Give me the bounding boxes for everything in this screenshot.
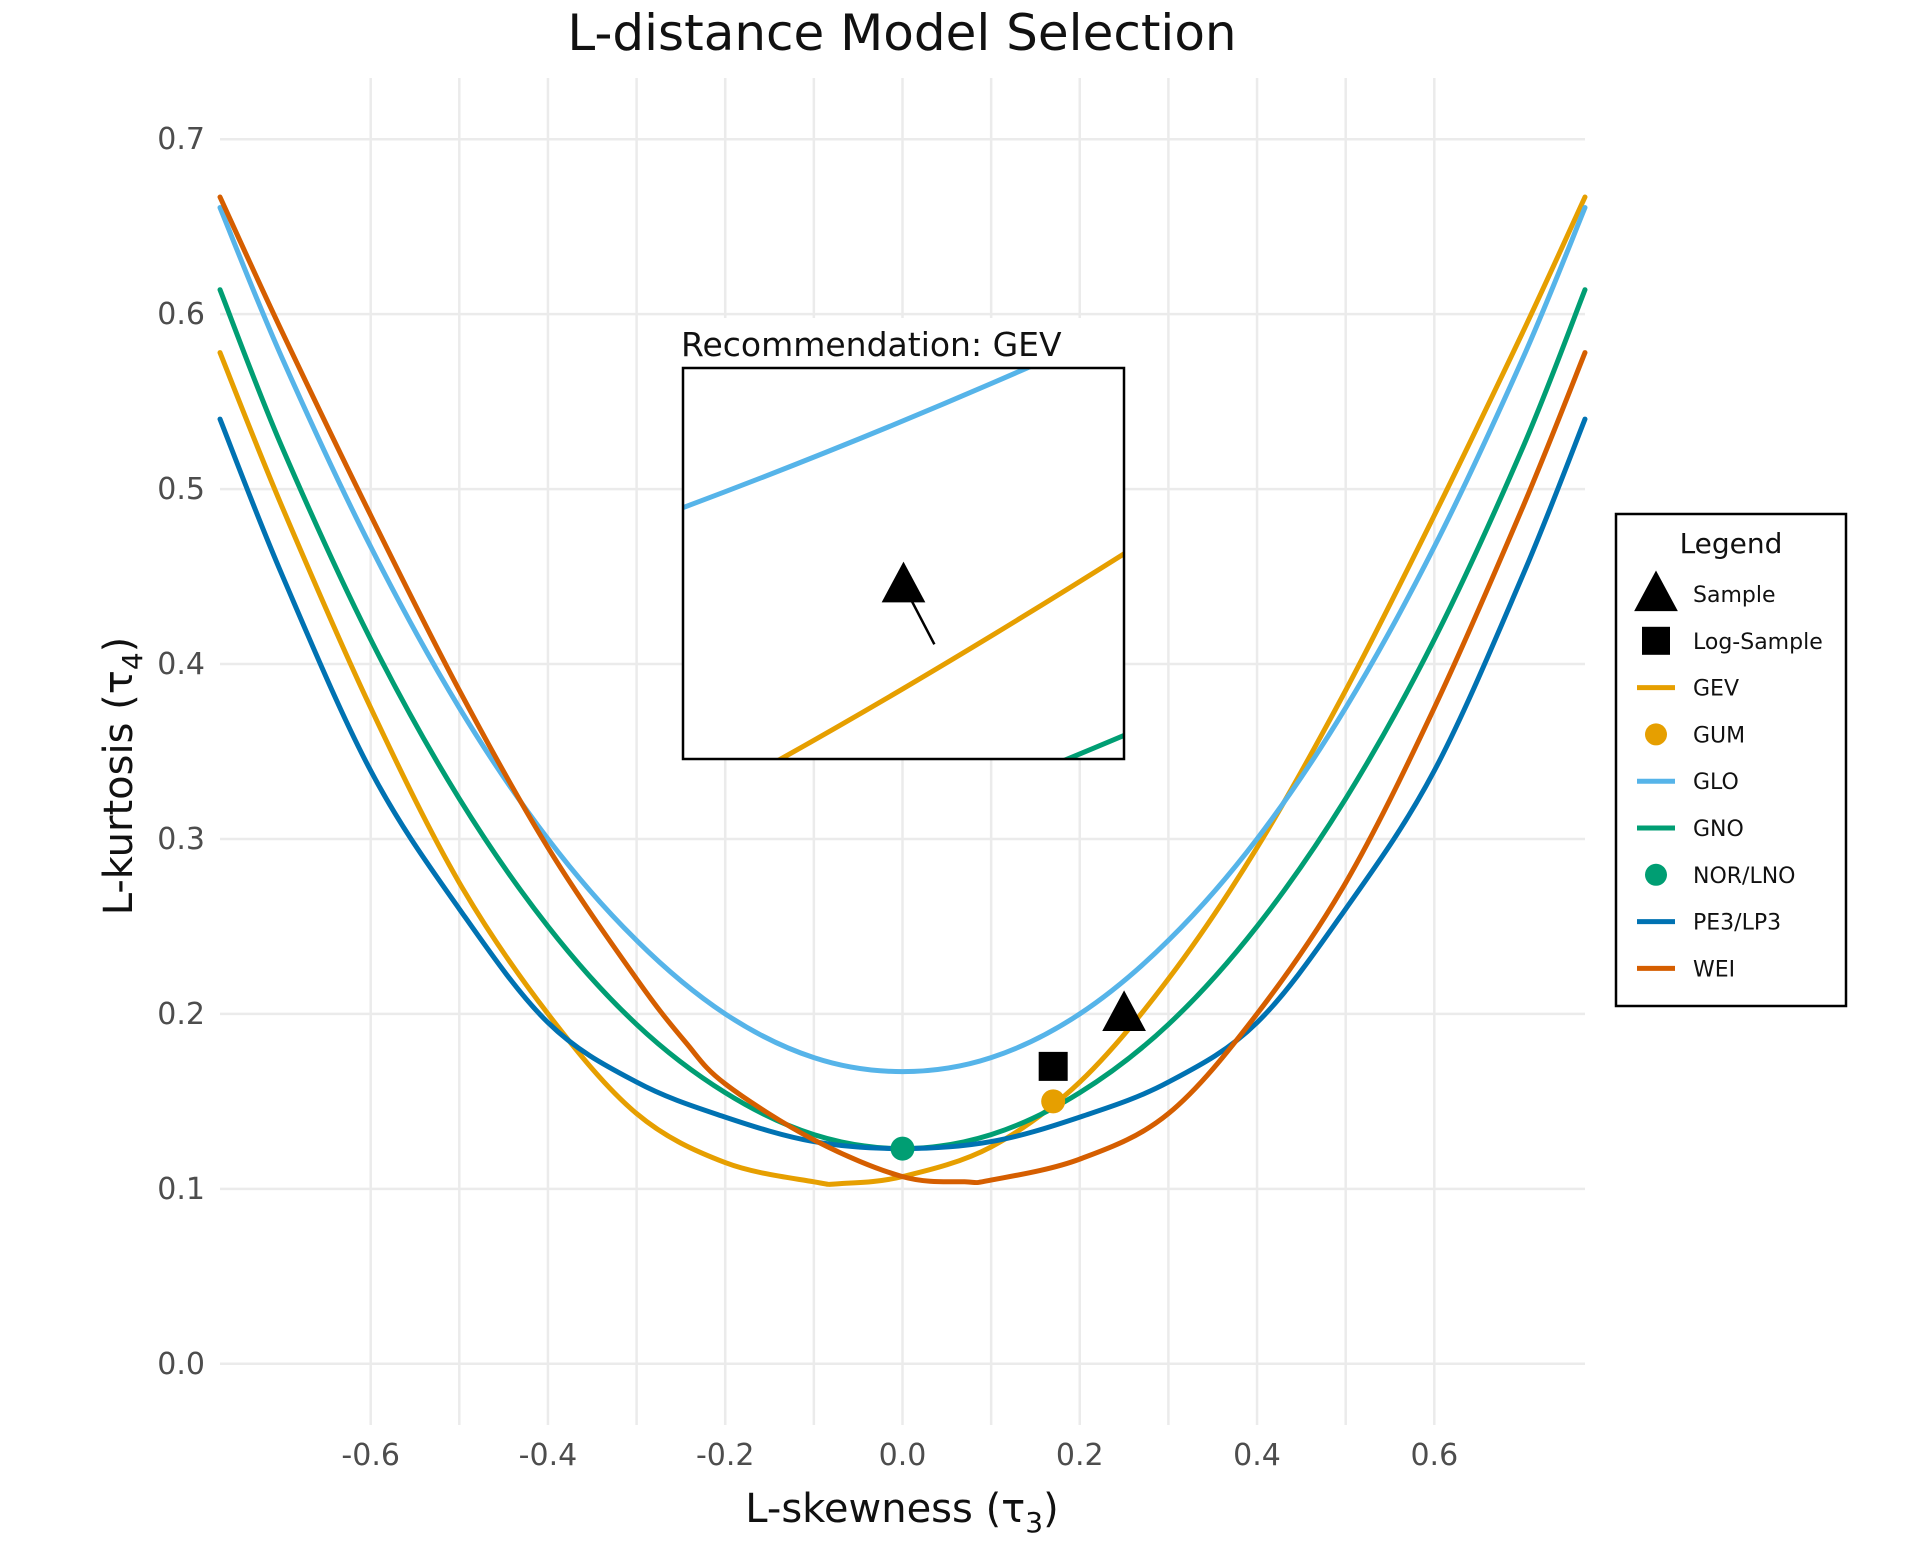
legend-label: WEI xyxy=(1693,957,1735,982)
legend-key-triangle xyxy=(1634,570,1678,612)
x-tick-label: -0.6 xyxy=(341,1438,400,1473)
x-tick-label: 0.2 xyxy=(1056,1438,1104,1473)
inset-sample-point xyxy=(881,561,926,603)
legend-label: NOR/LNO xyxy=(1693,864,1796,889)
legend-label: GEV xyxy=(1693,677,1739,702)
point-nor-lno xyxy=(890,1136,915,1161)
inset-title: Recommendation: GEV xyxy=(681,325,1062,364)
legend-label: Sample xyxy=(1693,583,1776,608)
x-tick-label: 0.6 xyxy=(1410,1438,1458,1473)
legend-key-circle xyxy=(1645,863,1667,886)
y-tick-label: 0.1 xyxy=(157,1172,205,1207)
tick-labels: -0.6 -0.4 -0.2 0.0 0.2 0.4 0.6 0.0 0.1 0.2 0.3 0.4 0… xyxy=(157,122,1458,1473)
legend: Legend Sample Log-Sample GEV GUM GLO GNO NOR/L… xyxy=(1614,512,1848,1008)
x-axis-title: L-skewness (τ3) xyxy=(745,1486,1058,1536)
legend-entry-pe3-lp3: PE3/LP3 xyxy=(1637,911,1781,936)
x-axis-title-subscript: 3 xyxy=(1025,1506,1043,1536)
y-tick-label: 0.7 xyxy=(157,122,205,157)
legend-label: GNO xyxy=(1693,817,1744,842)
legend-entry-gev: GEV xyxy=(1637,677,1739,702)
legend-entry-log-sample: Log-Sample xyxy=(1642,626,1823,655)
y-tick-label: 0.6 xyxy=(157,297,205,332)
legend-label: PE3/LP3 xyxy=(1693,911,1781,936)
legend-key-circle xyxy=(1645,723,1667,746)
legend-label: GUM xyxy=(1693,723,1745,748)
y-axis-title: L-kurtosis (τ4) xyxy=(96,637,149,916)
legend-entry-gum: GUM xyxy=(1645,723,1745,748)
curve-wei xyxy=(217,194,1588,1186)
curve-glo xyxy=(217,205,1588,1075)
legend-entry-glo: GLO xyxy=(1637,770,1739,795)
y-tick-label: 0.5 xyxy=(157,472,205,507)
x-tick-label: -0.2 xyxy=(696,1438,755,1473)
legend-entries: Sample Log-Sample GEV GUM GLO GNO NOR/LNO PE3/L… xyxy=(1634,570,1823,982)
inset-border xyxy=(681,366,1126,761)
x-tick-label: 0.4 xyxy=(1233,1438,1281,1473)
marker-points xyxy=(890,990,1146,1161)
y-axis-title-subscript: 4 xyxy=(116,652,149,670)
x-axis-title-close: ) xyxy=(1043,1486,1059,1532)
point-log-sample xyxy=(1038,1051,1068,1081)
legend-entry-sample: Sample xyxy=(1634,570,1776,612)
point-gum xyxy=(1041,1089,1066,1114)
inset-title-background xyxy=(676,318,1126,373)
y-axis-title-main: L-kurtosis (τ xyxy=(96,670,142,915)
y-tick-label: 0.0 xyxy=(157,1347,205,1382)
recommendation-inset: Recommendation: GEV xyxy=(676,318,1126,761)
y-tick-label: 0.2 xyxy=(157,997,205,1032)
inset-marks xyxy=(881,561,936,645)
legend-entry-gno: GNO xyxy=(1637,817,1744,842)
y-tick-label: 0.4 xyxy=(157,647,205,682)
y-axis-title-close: ) xyxy=(96,637,142,653)
legend-label: Log-Sample xyxy=(1693,630,1823,655)
legend-label: GLO xyxy=(1693,770,1739,795)
chart-title: L-distance Model Selection xyxy=(567,4,1236,62)
x-axis-title-main: L-skewness (τ xyxy=(745,1486,1025,1532)
x-tick-label: 0.0 xyxy=(879,1438,927,1473)
legend-entry-nor-lno: NOR/LNO xyxy=(1645,863,1796,889)
curve-gev xyxy=(217,194,1588,1187)
y-tick-label: 0.3 xyxy=(157,822,205,857)
x-tick-label: -0.4 xyxy=(519,1438,578,1473)
legend-key-square xyxy=(1642,626,1670,655)
legend-title: Legend xyxy=(1680,527,1783,560)
legend-entry-wei: WEI xyxy=(1637,957,1735,982)
point-sample xyxy=(1102,990,1146,1032)
